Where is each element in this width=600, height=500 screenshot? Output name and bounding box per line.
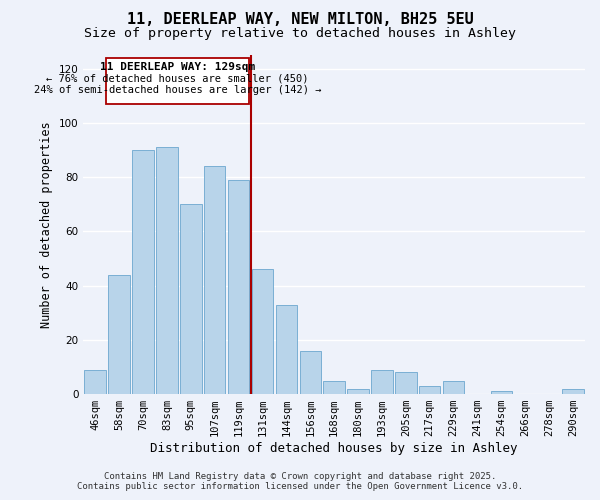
Bar <box>132 150 154 394</box>
Bar <box>85 370 106 394</box>
Text: ← 76% of detached houses are smaller (450): ← 76% of detached houses are smaller (45… <box>46 74 309 84</box>
Bar <box>491 392 512 394</box>
Text: Contains HM Land Registry data © Crown copyright and database right 2025.: Contains HM Land Registry data © Crown c… <box>104 472 496 481</box>
Bar <box>323 380 345 394</box>
Bar <box>275 304 297 394</box>
Bar <box>204 166 226 394</box>
Bar <box>228 180 250 394</box>
FancyBboxPatch shape <box>106 58 250 104</box>
Bar <box>180 204 202 394</box>
X-axis label: Distribution of detached houses by size in Ashley: Distribution of detached houses by size … <box>151 442 518 455</box>
Text: Contains public sector information licensed under the Open Government Licence v3: Contains public sector information licen… <box>77 482 523 491</box>
Text: 11, DEERLEAP WAY, NEW MILTON, BH25 5EU: 11, DEERLEAP WAY, NEW MILTON, BH25 5EU <box>127 12 473 28</box>
Bar <box>299 350 321 394</box>
Text: 24% of semi-detached houses are larger (142) →: 24% of semi-detached houses are larger (… <box>34 85 322 95</box>
Bar <box>395 372 416 394</box>
Y-axis label: Number of detached properties: Number of detached properties <box>40 121 53 328</box>
Bar <box>109 274 130 394</box>
Bar <box>371 370 392 394</box>
Bar <box>156 147 178 394</box>
Text: Size of property relative to detached houses in Ashley: Size of property relative to detached ho… <box>84 28 516 40</box>
Bar <box>562 388 584 394</box>
Text: 11 DEERLEAP WAY: 129sqm: 11 DEERLEAP WAY: 129sqm <box>100 62 255 72</box>
Bar <box>252 270 273 394</box>
Bar <box>443 380 464 394</box>
Bar <box>419 386 440 394</box>
Bar <box>347 388 369 394</box>
